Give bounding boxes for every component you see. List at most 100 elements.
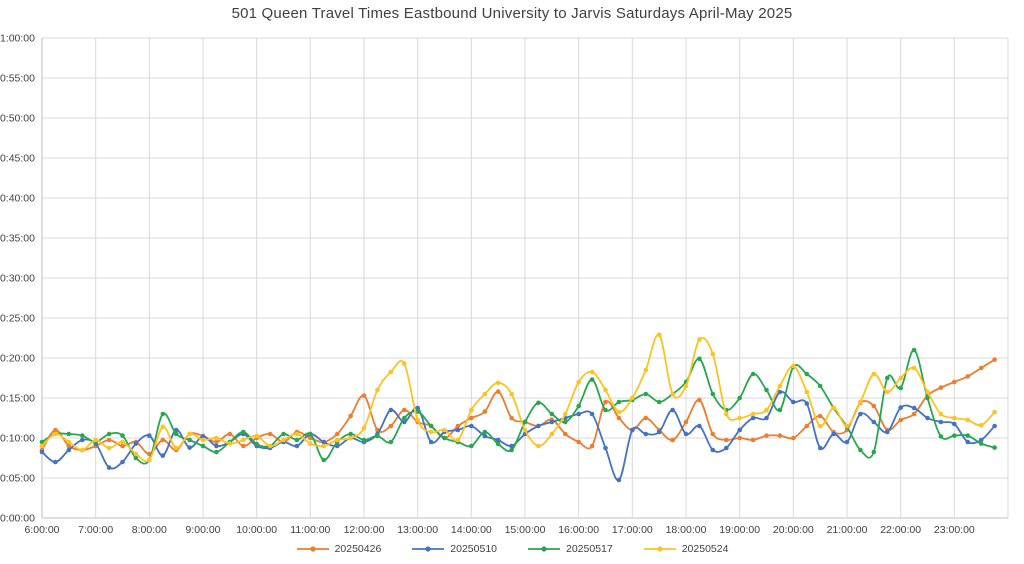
series-20250524 (39, 332, 997, 463)
data-point-20250510 (817, 445, 823, 451)
data-point-20250510 (616, 477, 622, 483)
legend-label: 20250524 (681, 543, 729, 555)
data-point-20250524 (750, 411, 756, 417)
data-point-20250426 (388, 423, 394, 429)
data-point-20250426 (697, 397, 702, 403)
data-point-20250517 (388, 439, 394, 445)
data-point-20250426 (817, 413, 823, 419)
data-point-20250426 (911, 411, 917, 417)
data-point-20250510 (388, 407, 394, 413)
data-point-20250426 (576, 439, 581, 445)
data-point-20250517 (925, 395, 930, 401)
data-point-20250510 (160, 453, 166, 458)
x-tick-label: 7:00:00 (78, 524, 113, 536)
data-point-20250426 (241, 443, 246, 449)
data-point-20250524 (495, 380, 501, 386)
data-point-20250426 (589, 443, 595, 449)
data-point-20250426 (509, 415, 514, 421)
data-point-20250510 (576, 411, 581, 417)
data-point-20250517 (992, 445, 997, 450)
data-point-20250426 (214, 439, 219, 445)
legend-item-20250426: 20250426 (296, 543, 382, 555)
data-point-20250510 (777, 389, 783, 395)
data-point-20250517 (173, 431, 179, 437)
data-point-20250510 (885, 429, 890, 435)
data-point-20250517 (817, 383, 823, 389)
data-point-20250517 (643, 391, 649, 397)
data-point-20250524 (871, 371, 877, 377)
data-point-20250524 (831, 405, 836, 411)
data-point-20250517 (66, 431, 72, 437)
legend-label: 20250426 (334, 543, 382, 555)
data-point-20250426 (106, 437, 112, 443)
data-point-20250517 (254, 441, 259, 447)
data-point-20250517 (737, 395, 742, 401)
data-point-20250510 (737, 427, 742, 433)
series-line-20250517 (41, 349, 996, 465)
data-point-20250524 (630, 395, 635, 401)
data-point-20250426 (871, 403, 877, 409)
data-point-20250517 (750, 371, 756, 377)
data-point-20250524 (93, 437, 98, 443)
data-point-20250517 (589, 377, 595, 382)
data-point-20250510 (764, 415, 769, 421)
data-point-20250510 (469, 423, 474, 429)
data-point-20250517 (187, 437, 192, 443)
data-point-20250524 (536, 443, 541, 449)
chart-legend: 20250426 20250510 20250517 20250524 (0, 543, 1024, 555)
data-point-20250524 (254, 433, 259, 439)
data-point-20250510 (455, 427, 461, 433)
data-point-20250517 (402, 415, 407, 421)
data-point-20250517 (965, 433, 971, 438)
y-tick-label: 0:15:00 (0, 393, 35, 405)
data-point-20250517 (375, 433, 380, 439)
data-point-20250524 (764, 407, 769, 413)
y-tick-label: 1:00:00 (0, 33, 35, 45)
data-point-20250524 (925, 389, 930, 395)
data-point-20250426 (482, 409, 488, 414)
data-point-20250510 (80, 437, 85, 443)
data-point-20250517 (428, 423, 434, 429)
data-point-20250517 (858, 447, 863, 453)
data-point-20250517 (348, 431, 353, 437)
data-point-20250426 (227, 431, 233, 437)
data-point-20250510 (589, 411, 595, 417)
data-point-20250517 (911, 347, 917, 353)
data-point-20250510 (66, 447, 72, 453)
data-point-20250510 (898, 405, 903, 410)
data-point-20250510 (147, 433, 152, 438)
data-point-20250524 (321, 443, 327, 449)
data-point-20250426 (965, 374, 971, 379)
data-point-20250524 (469, 407, 474, 413)
data-point-20250517 (697, 356, 702, 362)
data-point-20250517 (133, 455, 139, 461)
data-point-20250524 (66, 439, 72, 445)
y-tick-label: 0:00:00 (0, 513, 35, 525)
data-point-20250517 (509, 447, 514, 453)
data-point-20250524 (227, 441, 233, 446)
data-point-20250524 (187, 431, 192, 437)
x-tick-label: 11:00:00 (290, 524, 330, 536)
data-point-20250426 (804, 423, 810, 429)
legend-label: 20250510 (450, 543, 497, 555)
data-point-20250524 (509, 391, 514, 397)
data-point-20250510 (428, 439, 434, 445)
data-point-20250426 (764, 433, 769, 438)
data-point-20250524 (415, 417, 421, 423)
legend-item-20250524: 20250524 (643, 543, 729, 555)
x-tick-label: 21:00:00 (827, 524, 868, 536)
data-point-20250517 (898, 385, 903, 391)
x-tick-label: 14:00:00 (451, 524, 492, 536)
data-point-20250524 (361, 425, 367, 431)
data-point-20250426 (402, 407, 407, 413)
data-point-20250524 (428, 429, 434, 435)
x-tick-label: 20:00:00 (773, 524, 814, 536)
x-tick-label: 22:00:00 (880, 524, 921, 536)
data-point-20250517 (415, 409, 421, 414)
data-point-20250524 (589, 369, 595, 375)
data-point-20250426 (495, 389, 501, 394)
data-point-20250524 (683, 383, 689, 389)
data-point-20250524 (978, 422, 984, 428)
data-point-20250524 (563, 411, 568, 417)
data-point-20250510 (871, 419, 877, 425)
